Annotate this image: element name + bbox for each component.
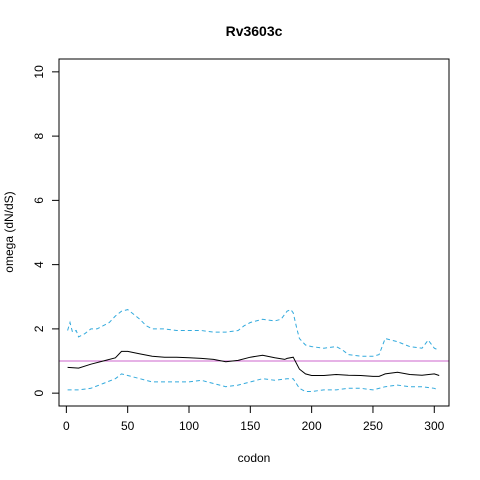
series-line-upper xyxy=(67,308,439,357)
y-tick-label: 6 xyxy=(32,197,46,204)
x-tick-label: 300 xyxy=(424,419,444,433)
y-axis-label: omega (dN/dS) xyxy=(2,191,16,272)
y-tick-label: 4 xyxy=(32,261,46,268)
chart-title: Rv3603c xyxy=(226,23,283,39)
x-tick-label: 0 xyxy=(63,419,70,433)
x-tick-label: 50 xyxy=(121,419,135,433)
x-tick-label: 150 xyxy=(240,419,260,433)
x-tick-label: 200 xyxy=(302,419,322,433)
x-tick-label: 100 xyxy=(179,419,199,433)
y-tick-label: 2 xyxy=(32,325,46,332)
plot-area xyxy=(59,308,449,392)
y-tick-label: 10 xyxy=(32,65,46,79)
series-line-estimate xyxy=(67,350,440,377)
x-axis: 0 50 100 150 200 250 300 xyxy=(63,406,445,433)
y-tick-label: 0 xyxy=(32,389,46,396)
plot-frame xyxy=(58,58,450,407)
x-tick-label: 250 xyxy=(363,419,383,433)
x-axis-label: codon xyxy=(238,451,271,465)
y-tick-label: 8 xyxy=(32,132,46,139)
series-line-lower xyxy=(67,373,439,392)
y-axis: 0 2 4 6 8 10 xyxy=(32,65,59,396)
